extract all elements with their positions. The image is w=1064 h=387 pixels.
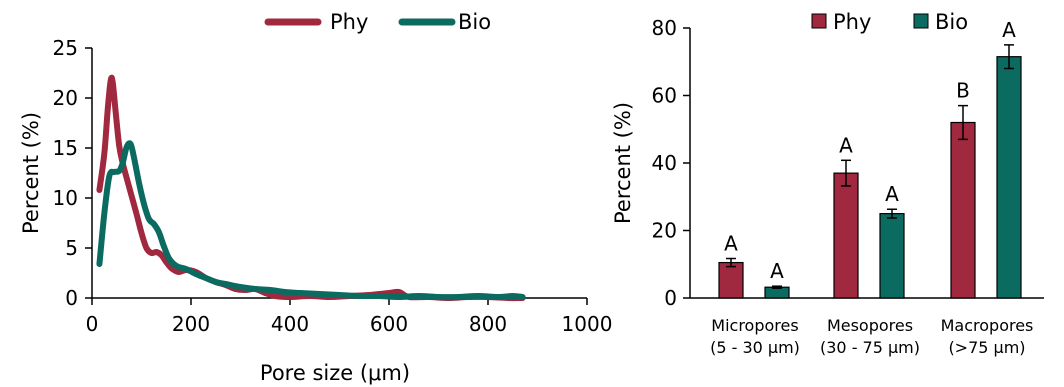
line-y-tick-label: 25 [53,36,78,60]
bar-y-axis-title: Percent (%) [611,102,635,224]
bar-legend: Phy Bio [811,10,968,34]
line-y-tick-label: 20 [53,86,78,110]
category-label: Micropores [711,316,798,335]
bar-phy-0 [718,261,744,299]
bar-y-tick-label: 0 [664,286,677,310]
line-x-tick-label: 200 [172,312,210,336]
bar-legend-swatch-bio [913,13,929,29]
legend-label-phy: Phy [330,10,368,34]
legend-label-bio: Bio [458,10,491,34]
line-y-axis-title: Percent (%) [19,112,43,234]
line-x-tick-label: 400 [271,312,309,336]
bar-phy-2 [950,121,976,299]
line-y-tick-label: 15 [53,136,78,160]
bar-categories: Micropores (5 - 30 μm) Mesopores (30 - 75 μ… [710,316,1033,357]
bar-legend-label-phy: Phy [833,10,871,34]
bar-y-tick-label: 60 [652,84,677,108]
category-label: (5 - 30 μm) [710,338,800,357]
significance-label: A [885,182,899,206]
line-chart: Phy Bio 0 5 10 15 20 25 0 200 400 600 800 1000 Por… [19,10,612,385]
line-series [96,74,526,302]
category-label: Mesopores [827,316,913,335]
line-y-tick-label: 0 [65,286,78,310]
line-y-tick-label: 5 [65,236,78,260]
bar-bio-1 [879,213,905,299]
bar-y-tick-label: 40 [652,151,677,175]
line-series-phy [96,74,526,302]
line-legend: Phy Bio [264,10,491,34]
significance-label: B [956,79,970,103]
bar-marks: A A B A A A [718,18,1022,299]
line-x-ticks: 0 200 400 600 800 1000 [86,298,613,336]
bar-y-tick-label: 20 [652,219,677,243]
line-x-tick-label: 600 [370,312,408,336]
category-label: Macropores [941,316,1034,335]
line-x-tick-label: 0 [86,312,99,336]
significance-label: A [1002,18,1016,42]
category-label: (30 - 75 μm) [820,338,920,357]
line-x-tick-label: 1000 [562,312,613,336]
bar-y-ticks: 0 20 40 60 80 [652,16,690,310]
significance-label: A [839,133,853,157]
bar-chart: Phy Bio 0 20 40 60 80 A A B A A A Micropores (5 - … [611,10,1044,357]
bar-legend-label-bio: Bio [935,10,968,34]
bar-y-tick-label: 80 [652,16,677,40]
line-x-tick-label: 800 [469,312,507,336]
category-label: (>75 μm) [948,338,1025,357]
line-y-tick-label: 10 [53,186,78,210]
bar-legend-swatch-phy [811,13,827,29]
bar-bio-2 [996,56,1022,299]
bar-phy-1 [833,172,859,299]
significance-label: A [724,232,738,256]
significance-label: A [770,259,784,283]
line-y-ticks: 0 5 10 15 20 25 [53,36,92,310]
line-x-axis-title: Pore size (μm) [260,361,410,385]
line-series-bio [96,140,526,301]
